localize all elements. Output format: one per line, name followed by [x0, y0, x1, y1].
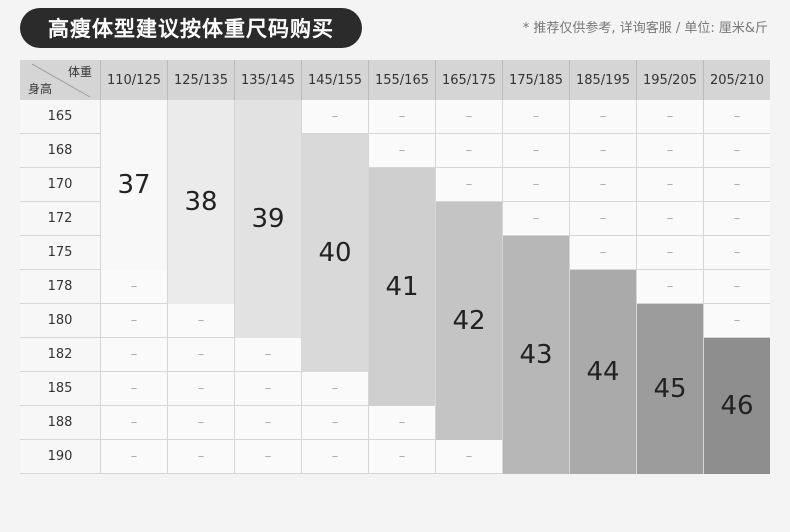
empty-cell: – [502, 168, 569, 202]
corner-header: 体重 身高 [20, 60, 100, 100]
empty-cell: – [167, 338, 234, 372]
empty-cell: – [368, 440, 435, 474]
empty-cell: – [703, 202, 770, 236]
height-label: 185 [20, 372, 100, 406]
size-block: 38 [167, 100, 234, 304]
height-label: 190 [20, 440, 100, 474]
empty-cell: – [703, 134, 770, 168]
weight-header: 125/135 [167, 60, 234, 100]
recommendation-note: * 推荐仅供参考, 详询客服 / 单位: 厘米&斤 [522, 21, 768, 36]
empty-cell: – [100, 338, 167, 372]
empty-cell: – [435, 134, 502, 168]
size-block: 43 [502, 236, 569, 474]
empty-cell: – [167, 372, 234, 406]
empty-cell: – [636, 168, 703, 202]
empty-cell: – [301, 440, 368, 474]
diagonal-divider [31, 63, 91, 98]
weight-header: 185/195 [569, 60, 636, 100]
empty-cell: – [703, 100, 770, 134]
empty-cell: – [502, 100, 569, 134]
weight-header: 165/175 [435, 60, 502, 100]
empty-cell: – [234, 440, 301, 474]
weight-header: 155/165 [368, 60, 435, 100]
empty-cell: – [301, 372, 368, 406]
weight-axis-label: 体重 [67, 65, 92, 79]
empty-cell: – [569, 134, 636, 168]
empty-cell: – [167, 304, 234, 338]
empty-cell: – [703, 304, 770, 338]
weight-header: 135/145 [234, 60, 301, 100]
empty-cell: – [100, 270, 167, 304]
empty-cell: – [100, 406, 167, 440]
empty-cell: – [703, 270, 770, 304]
empty-cell: – [100, 372, 167, 406]
empty-cell: – [569, 202, 636, 236]
size-block: 37 [100, 100, 167, 270]
height-label: 180 [20, 304, 100, 338]
height-label: 165 [20, 100, 100, 134]
empty-cell: – [368, 134, 435, 168]
size-block: 42 [435, 202, 502, 440]
size-chart-table: 体重 身高 110/125 125/135 135/145 145/155 155/16… [20, 60, 770, 474]
weight-header: 175/185 [502, 60, 569, 100]
empty-cell: – [569, 100, 636, 134]
empty-cell: – [234, 406, 301, 440]
empty-cell: – [636, 134, 703, 168]
size-block: 46 [703, 338, 770, 474]
empty-cell: – [100, 304, 167, 338]
size-block: 45 [636, 304, 703, 474]
size-block: 39 [234, 100, 301, 338]
empty-cell: – [100, 440, 167, 474]
empty-cell: – [636, 100, 703, 134]
empty-cell: – [167, 440, 234, 474]
size-block: 40 [301, 134, 368, 372]
height-label: 170 [20, 168, 100, 202]
empty-cell: – [435, 100, 502, 134]
empty-cell: – [502, 134, 569, 168]
weight-header: 110/125 [100, 60, 167, 100]
weight-header: 145/155 [301, 60, 368, 100]
empty-cell: – [234, 372, 301, 406]
empty-cell: – [301, 406, 368, 440]
empty-cell: – [569, 168, 636, 202]
size-block: 44 [569, 270, 636, 474]
empty-cell: – [636, 202, 703, 236]
weight-header: 205/210 [703, 60, 770, 100]
empty-cell: – [234, 338, 301, 372]
height-label: 175 [20, 236, 100, 270]
height-label: 172 [20, 202, 100, 236]
empty-cell: – [636, 236, 703, 270]
empty-cell: – [368, 406, 435, 440]
height-label: 168 [20, 134, 100, 168]
height-label: 182 [20, 338, 100, 372]
size-block: 41 [368, 168, 435, 406]
empty-cell: – [167, 406, 234, 440]
height-axis-label: 身高 [28, 82, 53, 96]
empty-cell: – [703, 168, 770, 202]
empty-cell: – [435, 440, 502, 474]
height-label: 178 [20, 270, 100, 304]
empty-cell: – [636, 270, 703, 304]
height-label: 188 [20, 406, 100, 440]
empty-cell: – [703, 236, 770, 270]
weight-header: 195/205 [636, 60, 703, 100]
empty-cell: – [301, 100, 368, 134]
empty-cell: – [368, 100, 435, 134]
empty-cell: – [569, 236, 636, 270]
page-title: 高瘦体型建议按体重尺码购买 [20, 8, 362, 48]
empty-cell: – [435, 168, 502, 202]
empty-cell: – [502, 202, 569, 236]
